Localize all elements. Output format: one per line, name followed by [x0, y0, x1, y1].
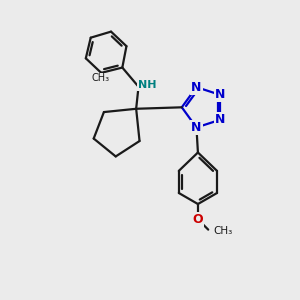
Text: O: O — [193, 213, 203, 226]
Text: CH₃: CH₃ — [92, 73, 110, 83]
Text: CH₃: CH₃ — [214, 226, 233, 236]
Text: NH: NH — [137, 80, 156, 90]
Text: N: N — [215, 113, 225, 126]
Text: N: N — [191, 81, 202, 94]
Text: N: N — [215, 88, 225, 101]
Text: N: N — [191, 121, 202, 134]
